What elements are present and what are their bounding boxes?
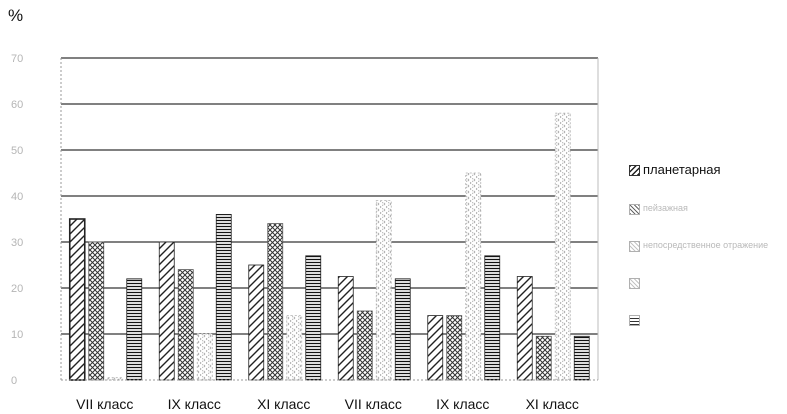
chart-legend: планетарная пейзажная непосредственное отр…: [629, 162, 787, 351]
bar: [516, 276, 533, 381]
bar: [427, 315, 444, 381]
bar: [375, 200, 392, 381]
legend-label: пейзажная: [643, 203, 688, 213]
y-tick-label: 40: [11, 191, 23, 203]
bar: [465, 172, 482, 381]
x-tick-label: IX класс: [168, 396, 221, 412]
bar: [88, 241, 105, 381]
x-tick-label: IX класс: [436, 396, 489, 412]
bar: [573, 335, 590, 381]
legend-label: непосредственное отражение: [643, 240, 769, 250]
legend-swatch: [629, 278, 640, 289]
legend-item: планетарная: [629, 162, 787, 178]
bar: [286, 315, 303, 381]
bar: [484, 255, 501, 381]
y-tick-label: 10: [11, 329, 23, 341]
bar: [196, 333, 213, 381]
x-tick-label: VII класс: [76, 396, 133, 412]
bar: [126, 278, 143, 381]
bar: [158, 241, 175, 381]
y-unit-label: %: [8, 6, 24, 25]
bar: [535, 335, 552, 381]
legend-swatch: [629, 241, 640, 252]
y-tick-label: 60: [11, 99, 23, 111]
y-tick-label: 0: [11, 375, 17, 387]
y-tick-label: 30: [11, 237, 23, 249]
legend-item: [629, 314, 787, 326]
legend-item: пейзажная: [629, 203, 787, 215]
legend-swatch: [629, 204, 640, 215]
legend-item: [629, 277, 787, 289]
x-tick-label: XI класс: [526, 396, 579, 412]
legend-swatch: [629, 315, 640, 326]
legend-swatch: [629, 165, 640, 176]
bar: [107, 377, 124, 381]
x-tick-label: XI класс: [257, 396, 310, 412]
legend-label: планетарная: [643, 162, 721, 177]
bar: [177, 269, 194, 381]
bar: [305, 255, 322, 381]
y-tick-label: 70: [11, 53, 23, 65]
bar: [394, 278, 411, 381]
bar: [215, 213, 232, 381]
bar: [68, 218, 86, 381]
x-tick-label: VII класс: [345, 396, 402, 412]
y-tick-label: 20: [11, 283, 23, 295]
y-tick-label: 50: [11, 145, 23, 157]
bar: [248, 264, 265, 381]
bar: [356, 310, 373, 381]
bar: [337, 276, 354, 381]
bar: [554, 112, 571, 381]
bar: [267, 223, 284, 381]
bar: [446, 315, 463, 381]
legend-item: непосредственное отражение: [629, 240, 787, 252]
